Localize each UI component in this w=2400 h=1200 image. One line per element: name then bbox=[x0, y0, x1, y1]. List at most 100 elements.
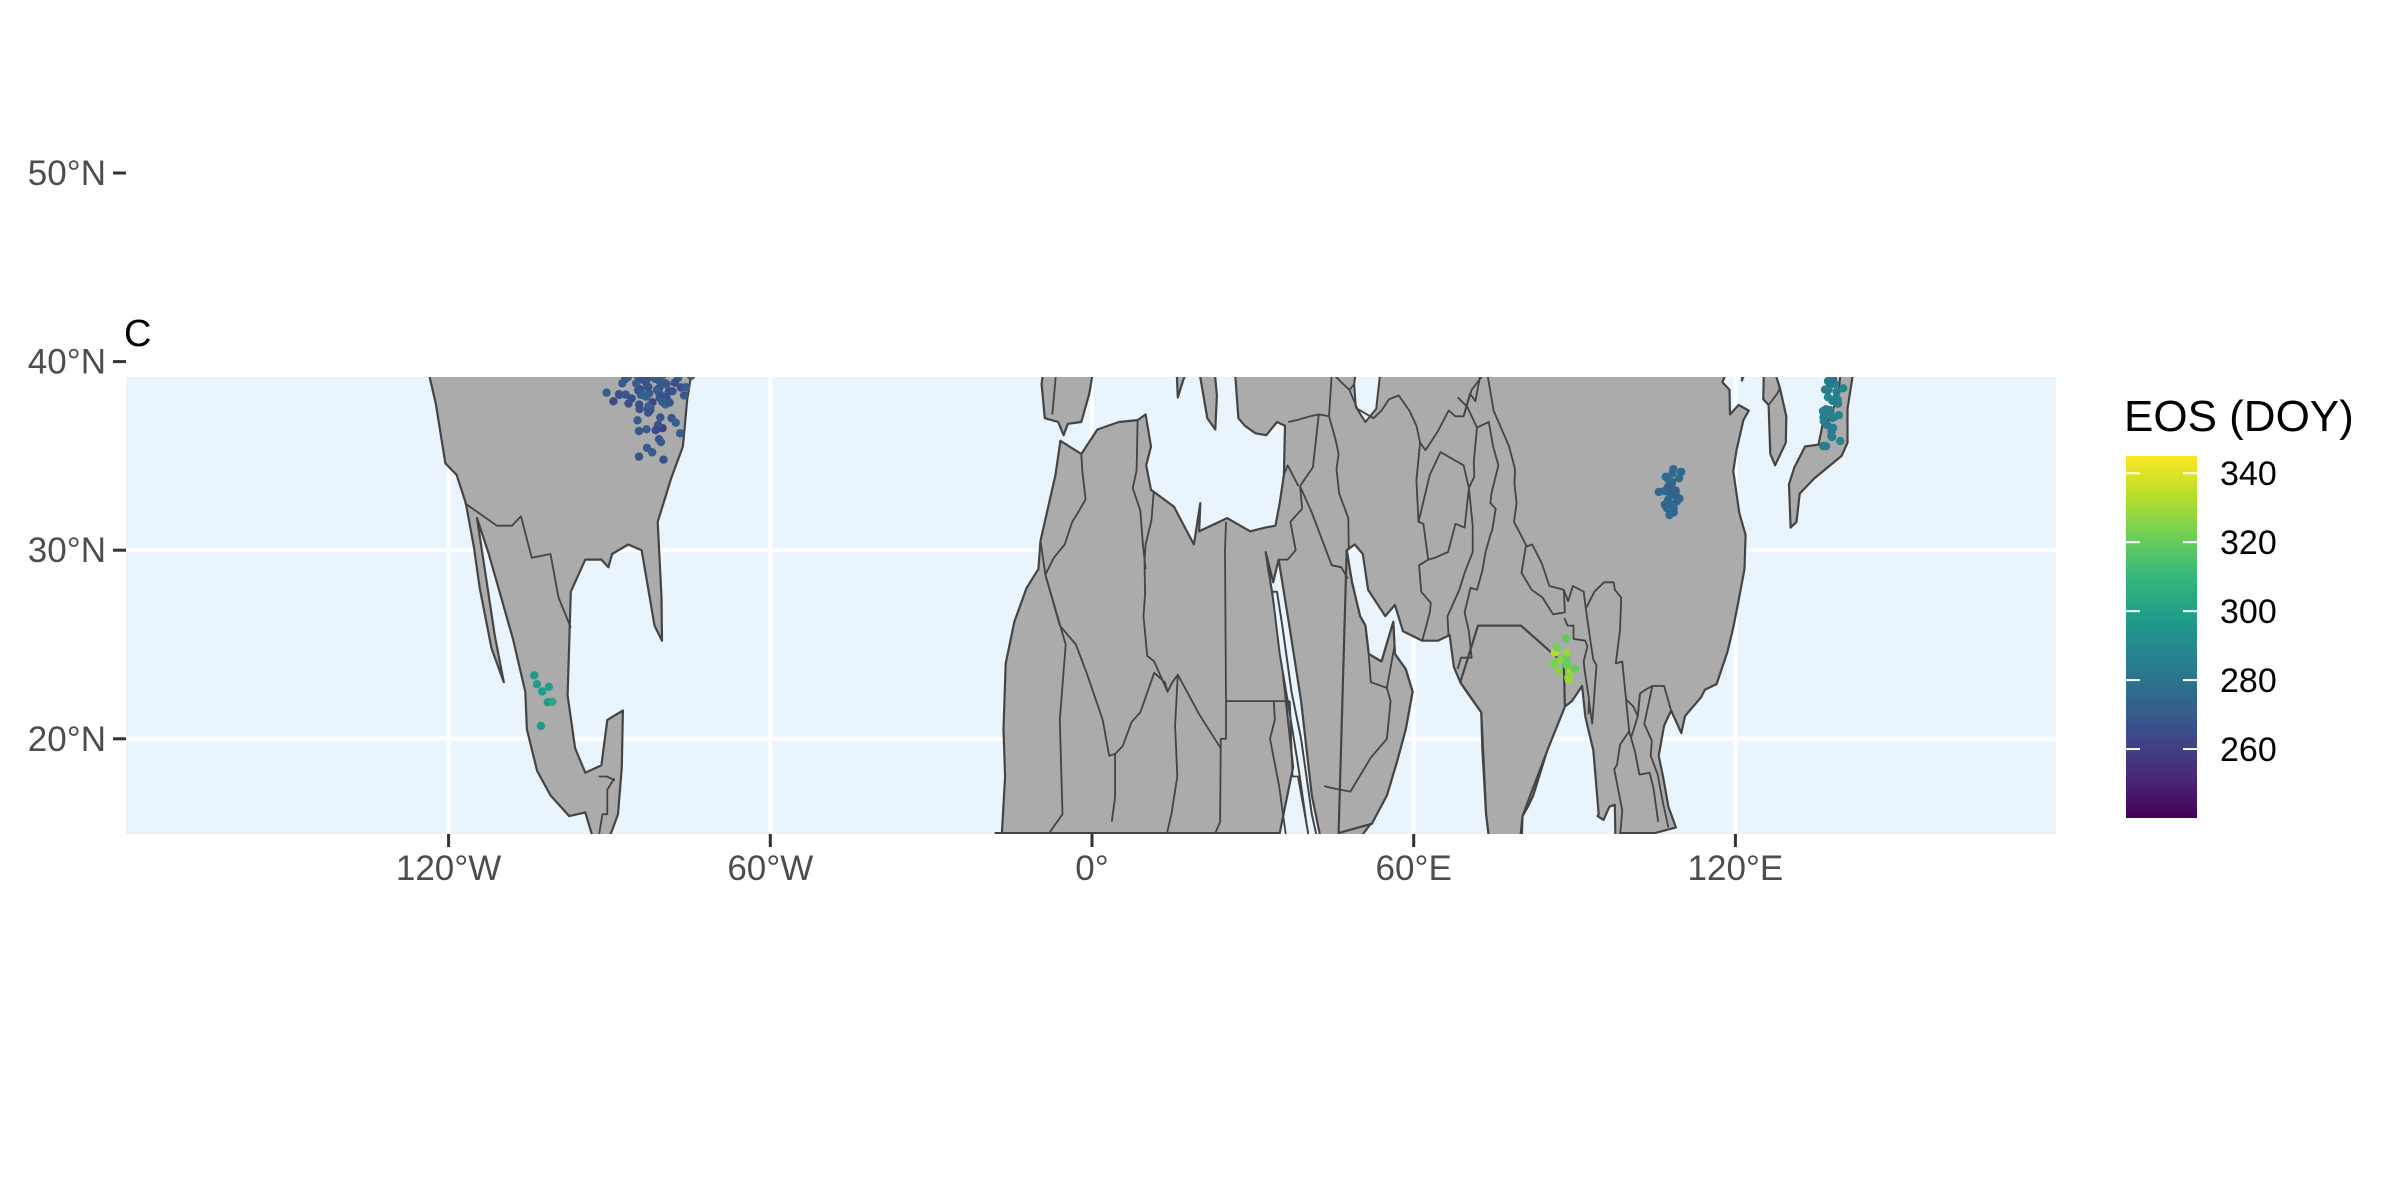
eos-point bbox=[1656, 10, 1664, 18]
eos-point bbox=[1656, 12, 1664, 20]
eos-point bbox=[1697, 93, 1705, 101]
eos-point bbox=[647, 324, 655, 332]
eos-point bbox=[1242, 302, 1250, 310]
eos-point bbox=[1242, 261, 1250, 269]
eos-point bbox=[1686, 29, 1694, 37]
legend-tick-label: 260 bbox=[2220, 731, 2277, 769]
eos-point bbox=[1666, 19, 1674, 27]
eos-point bbox=[1743, 308, 1751, 316]
eos-point bbox=[684, 338, 692, 346]
eos-point bbox=[681, 383, 690, 392]
eos-point bbox=[1649, 42, 1657, 50]
eos-point bbox=[1737, 286, 1745, 294]
eos-point bbox=[1247, 303, 1255, 311]
eos-point bbox=[1745, 267, 1753, 275]
border-32 bbox=[1307, 296, 1353, 334]
eos-point bbox=[1688, 75, 1696, 83]
eos-point bbox=[1502, 24, 1510, 32]
eos-point bbox=[1743, 227, 1751, 235]
eos-point bbox=[1541, 57, 1549, 65]
eos-point bbox=[1668, 45, 1676, 53]
eos-point bbox=[1668, 60, 1676, 68]
eos-point bbox=[1666, 27, 1674, 35]
eos-point bbox=[1729, 267, 1737, 275]
eos-point bbox=[624, 339, 632, 347]
eos-point bbox=[1739, 265, 1747, 273]
eos-point bbox=[1139, 263, 1147, 271]
border-18 bbox=[1176, 232, 1180, 253]
eos-point bbox=[1655, 7, 1663, 15]
eos-point bbox=[1750, 237, 1758, 245]
eos-point bbox=[1654, 52, 1662, 60]
eos-point bbox=[1149, 230, 1157, 238]
eos-point bbox=[1640, 15, 1648, 23]
eos-point bbox=[1677, 75, 1685, 83]
eos-point bbox=[661, 352, 669, 360]
eos-point bbox=[629, 334, 637, 342]
eos-point bbox=[1740, 289, 1748, 297]
eos-point bbox=[1229, 308, 1237, 316]
eos-point bbox=[1749, 290, 1757, 298]
eos-point bbox=[1625, 65, 1633, 73]
eos-point bbox=[1274, 312, 1282, 320]
eos-point bbox=[635, 258, 643, 266]
eos-point bbox=[473, 102, 481, 110]
eos-point bbox=[1644, 1, 1652, 9]
eos-point bbox=[1259, 312, 1267, 320]
eos-point bbox=[1233, 323, 1241, 331]
eos-point bbox=[1670, 78, 1678, 86]
eos-point bbox=[1742, 235, 1750, 243]
eos-point bbox=[633, 257, 641, 265]
eos-point bbox=[1662, 13, 1670, 21]
eos-point bbox=[1362, 56, 1370, 64]
eos-point bbox=[641, 348, 649, 356]
eos-point bbox=[1671, 43, 1679, 51]
eos-point bbox=[1663, 33, 1671, 41]
eos-point bbox=[628, 240, 636, 248]
eos-point bbox=[1270, 291, 1278, 299]
eos-point bbox=[1277, 325, 1285, 333]
eos-point bbox=[1529, 18, 1537, 26]
eos-point bbox=[467, 69, 475, 77]
eos-point bbox=[1655, 76, 1663, 84]
eos-point bbox=[628, 268, 636, 276]
eos-point bbox=[1234, 296, 1242, 304]
eos-point bbox=[1637, 21, 1645, 29]
eos-point bbox=[1950, 79, 1958, 87]
eos-point bbox=[1331, 79, 1339, 87]
eos-point bbox=[1689, 46, 1697, 54]
eos-point bbox=[1256, 325, 1264, 333]
eos-point bbox=[1742, 331, 1750, 339]
eos-point bbox=[625, 367, 633, 375]
eos-point bbox=[653, 325, 661, 333]
eos-point bbox=[1317, 326, 1325, 334]
eos-point bbox=[1945, 75, 1953, 83]
eos-point bbox=[1663, 60, 1671, 68]
eos-point bbox=[1743, 301, 1751, 309]
y-tick-label: 50°N bbox=[28, 154, 106, 193]
eos-point bbox=[1665, 55, 1673, 63]
inland-sea-4 bbox=[621, 252, 633, 329]
eos-point bbox=[1652, 40, 1660, 48]
eos-point bbox=[1650, 0, 1658, 6]
eos-point bbox=[1738, 303, 1746, 311]
eos-point bbox=[1318, 326, 1326, 334]
eos-point bbox=[1650, 25, 1658, 33]
border-55 bbox=[1520, 546, 1566, 616]
eos-point bbox=[1651, 26, 1659, 34]
eos-point bbox=[655, 329, 663, 337]
eos-point bbox=[1145, 267, 1153, 275]
eos-point bbox=[1643, 46, 1651, 54]
eos-point bbox=[638, 290, 646, 298]
eos-point bbox=[1673, 63, 1681, 71]
eos-point bbox=[643, 368, 651, 376]
eos-point bbox=[1154, 234, 1162, 242]
eos-point bbox=[1640, 73, 1648, 81]
eos-point bbox=[1662, 55, 1670, 63]
eos-point bbox=[1658, 38, 1666, 46]
eos-point bbox=[1660, 487, 1669, 496]
eos-point bbox=[1324, 60, 1332, 68]
eos-point bbox=[634, 238, 642, 246]
eos-point bbox=[1318, 319, 1326, 327]
eos-point bbox=[637, 314, 645, 322]
